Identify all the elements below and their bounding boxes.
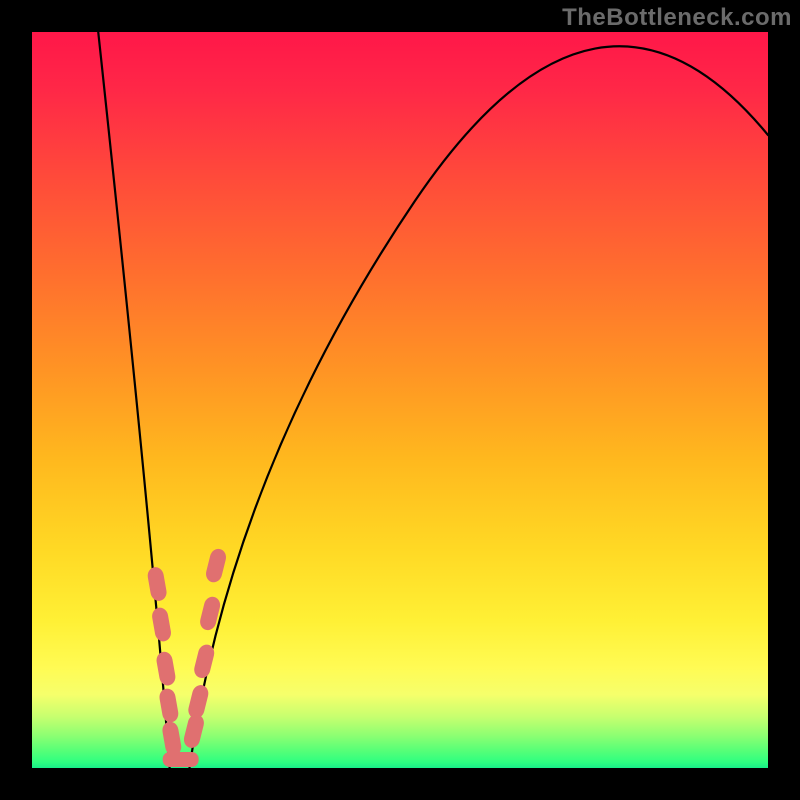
chart-gradient-background (32, 32, 768, 768)
bottleneck-chart (0, 0, 800, 800)
watermark-text: TheBottleneck.com (562, 4, 792, 32)
marker-pill-bottom (163, 752, 199, 767)
